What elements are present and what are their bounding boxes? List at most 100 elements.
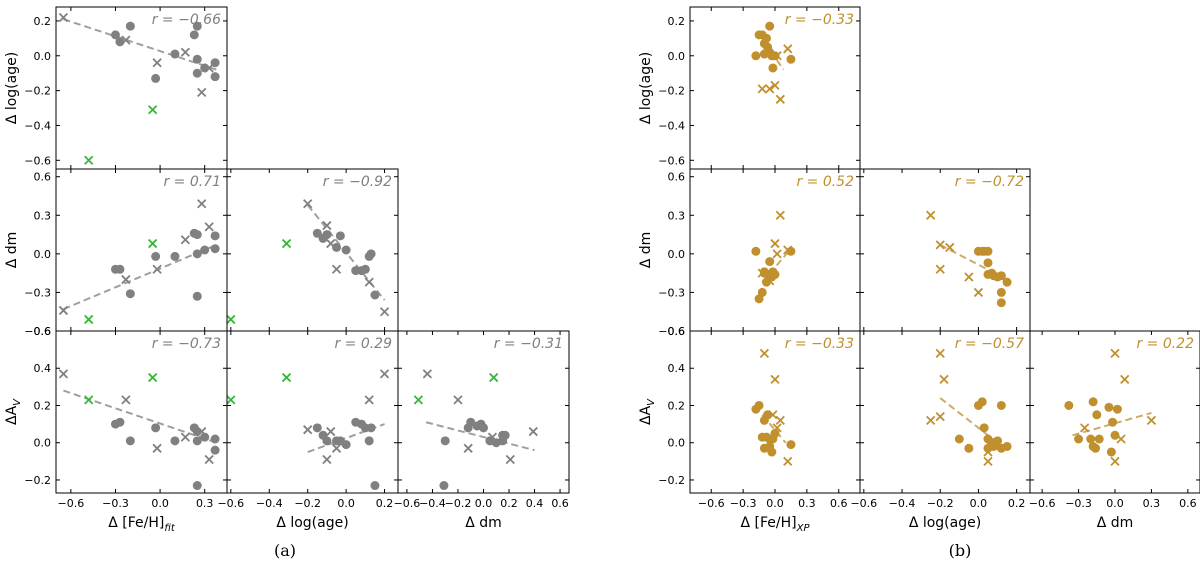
data-point-dot	[765, 21, 775, 31]
data-point-dot	[1110, 430, 1120, 440]
data-point-dot	[762, 33, 771, 43]
data-point-dot	[341, 245, 351, 255]
data-point-cross	[983, 447, 993, 457]
x-tick-label: −0.6	[58, 497, 85, 510]
correlation-label: r = 0.52	[796, 174, 854, 190]
y-tick-label: 0.0	[34, 437, 52, 450]
y-axis-label: ΔAV	[638, 398, 657, 425]
y-tick-label: −0.3	[658, 286, 685, 299]
panel-r2-c1: r = −0.57 −0.6 −0.4 −0.2 0.0 0.2 Δ log(age)	[850, 330, 1031, 531]
y-tick-label: 0.0	[34, 50, 52, 63]
outlier-cross	[84, 155, 94, 165]
data-point-dot	[439, 481, 449, 491]
data-point-dot	[370, 481, 380, 491]
panel-r1-c1: r = −0.72	[859, 168, 1031, 332]
data-point-cross	[180, 432, 191, 442]
y-axis-label-main: Δ dm	[4, 232, 20, 269]
x-tick-label: −0.6	[1029, 497, 1056, 510]
data-point-dot	[996, 298, 1006, 308]
outlier-cross	[226, 314, 236, 325]
data-point-cross	[939, 374, 949, 385]
x-axis-label-sub: fit	[164, 523, 175, 534]
y-tick-label: 0.6	[34, 171, 52, 184]
data-point-cross	[121, 274, 131, 285]
y-tick-label: 0.2	[668, 15, 686, 28]
data-point-dot	[1002, 441, 1012, 451]
data-point-dot	[1086, 434, 1096, 444]
data-point-cross	[1116, 434, 1126, 444]
x-tick-label: −0.6	[850, 497, 877, 510]
data-point-cross	[379, 369, 390, 379]
data-point-cross	[152, 58, 162, 68]
data-point-dot	[170, 251, 180, 261]
panel-r1-c0: r = 0.52 −0.6 −0.3 0.0 0.3 0.6 Δ dm	[638, 168, 861, 338]
x-tick-label: 0.2	[1008, 497, 1026, 510]
data-point-dot	[192, 291, 202, 301]
correlation-label: r = −0.92	[323, 174, 392, 190]
outlier-cross	[489, 372, 499, 383]
data-point-cross	[775, 210, 785, 220]
x-tick-label: −0.4	[256, 497, 283, 510]
data-point-cross	[935, 348, 945, 358]
y-tick-label: −0.6	[658, 154, 685, 167]
fit-line	[761, 248, 792, 283]
data-point-dot	[151, 73, 161, 83]
data-point-dot	[125, 289, 135, 299]
y-tick-label: 0.6	[668, 325, 686, 338]
data-point-dot	[767, 447, 777, 457]
panel-r2-c1: r = 0.29 −0.6 −0.4 −0.2 0.0 0.2 Δ log(age)	[217, 330, 399, 531]
panel-frame	[55, 6, 228, 170]
y-axis-label: Δ dm	[638, 232, 654, 269]
panel-frame	[859, 330, 1031, 494]
x-tick-label: 0.0	[151, 497, 169, 510]
x-tick-label: 0.6	[1179, 497, 1197, 510]
data-point-dot	[360, 264, 370, 274]
x-axis-label-main: Δ [Fe/H]	[108, 515, 164, 531]
data-point-dot	[1094, 434, 1104, 444]
data-point-cross	[765, 84, 775, 94]
x-tick-label: 0.6	[551, 497, 569, 510]
x-tick-label: 0.0	[1106, 497, 1124, 510]
data-point-cross	[775, 415, 785, 426]
x-axis-label: Δ dm	[465, 515, 502, 531]
data-point-dot	[1002, 277, 1012, 287]
data-point-cross	[935, 240, 945, 250]
panel-r1-c1: r = −0.92	[226, 168, 399, 332]
data-point-dot	[983, 258, 993, 268]
data-point-cross	[1110, 348, 1120, 358]
data-point-dot	[192, 230, 202, 240]
x-axis-label-sub: XP	[796, 523, 811, 534]
x-tick-label: −0.4	[889, 497, 916, 510]
y-tick-label: 0.0	[34, 248, 52, 261]
data-point-cross	[772, 423, 782, 433]
fit-line	[425, 421, 535, 452]
x-axis-label: Δ dm	[1097, 515, 1134, 531]
y-axis-label-main: Δ log(age)	[638, 52, 654, 124]
correlation-label: r = 0.71	[163, 174, 221, 190]
correlation-label: r = −0.73	[152, 336, 221, 352]
data-point-cross	[945, 242, 955, 253]
x-tick-label: 0.3	[196, 497, 214, 510]
data-point-cross	[303, 199, 313, 209]
x-tick-label: −0.4	[419, 497, 446, 510]
data-point-cross	[364, 395, 374, 405]
correlation-label: r = −0.72	[955, 174, 1024, 190]
y-tick-label: 0.0	[668, 248, 686, 261]
data-point-dot	[192, 427, 202, 437]
data-point-cross	[197, 426, 207, 437]
data-point-cross	[783, 44, 793, 54]
y-axis-label: Δ log(age)	[4, 52, 20, 124]
data-point-cross	[935, 264, 945, 274]
x-tick-label: −0.6	[394, 497, 421, 510]
x-tick-label: 0.0	[970, 497, 988, 510]
x-axis-label: Δ log(age)	[276, 515, 348, 531]
x-tick-label: −0.6	[698, 497, 725, 510]
data-point-cross	[422, 369, 432, 379]
y-tick-label: −0.2	[658, 474, 685, 487]
data-point-cross	[152, 264, 162, 274]
outlier-cross	[148, 372, 158, 383]
y-tick-label: 0.4	[668, 362, 686, 375]
data-point-dot	[115, 417, 125, 427]
x-tick-label: −0.2	[927, 497, 954, 510]
x-tick-label: 0.0	[337, 497, 355, 510]
